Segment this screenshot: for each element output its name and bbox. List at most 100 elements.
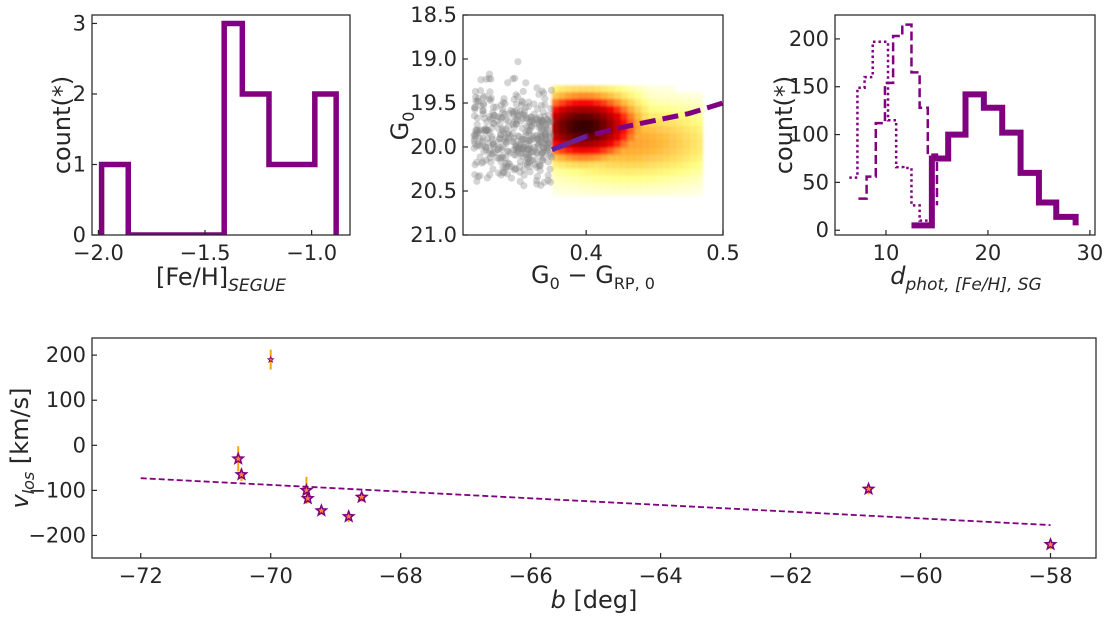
density-cell [558, 85, 567, 93]
cmd-scatter-point [547, 117, 555, 125]
density-cell [695, 140, 704, 148]
cmd-scatter-point [537, 126, 545, 134]
density-cell [579, 161, 587, 169]
density-cell [661, 99, 669, 107]
cmd-scatter-point [486, 129, 494, 137]
cmd-scatter-point [518, 145, 526, 153]
cmd-scatter-point [542, 121, 550, 129]
cmd-scatter-point [479, 107, 487, 115]
density-cell [675, 174, 683, 183]
cmd-scatter-point [501, 159, 510, 167]
density-cell [654, 154, 663, 162]
distance-histogram-ticks: 10 20 30 0 50 100 150 200 [789, 27, 1103, 265]
cmd-scatter-point [535, 121, 544, 129]
cmd-scatter-point [505, 110, 513, 118]
density-cell [558, 154, 567, 162]
cmd-scatter-point [486, 171, 494, 179]
velocity-frame [91, 337, 1097, 559]
density-cell [593, 167, 601, 176]
cmd-scatter-point [527, 116, 535, 124]
density-cell [661, 119, 669, 128]
cmd-scatter-point [533, 143, 542, 151]
cmd-scatter-point [541, 133, 549, 141]
density-cell [551, 112, 560, 121]
density-cell [681, 119, 690, 128]
cmd-scatter-point [512, 144, 520, 152]
cmd-scatter-point [514, 146, 523, 154]
density-cell [634, 106, 642, 114]
density-cell [627, 161, 635, 169]
cmd-scatter-point [545, 118, 553, 126]
cmd-scatter-point [534, 135, 542, 144]
cmd-scatter-point [504, 147, 512, 155]
cmd-scatter-point [534, 141, 543, 149]
density-cell [558, 119, 567, 128]
distance-hist-dashed [858, 23, 939, 206]
density-cell [572, 174, 580, 183]
density-cell [586, 112, 594, 121]
cmd-scatter-point [476, 142, 484, 150]
cmd-scatter-point [535, 162, 543, 171]
density-cell [647, 92, 656, 100]
cmd-scatter-point [538, 116, 546, 124]
cmd-scatter-point [494, 113, 502, 121]
density-cell [688, 140, 697, 148]
density-cell [640, 140, 649, 148]
cmd-scatter-point [535, 161, 544, 169]
cmd-scatter-point [534, 119, 542, 127]
cmd-scatter-point [539, 108, 547, 116]
density-cell [634, 126, 642, 135]
cmd-scatter-point [486, 88, 494, 96]
cmd-scatter-point [504, 79, 512, 87]
density-cell [593, 112, 601, 121]
cmd-scatter-point [471, 105, 479, 113]
density-cell [551, 133, 560, 141]
velocity-star-core [235, 455, 242, 462]
density-cell [627, 174, 635, 183]
density-cell [654, 112, 663, 121]
density-cell [675, 147, 683, 155]
velocity-ticks: −72 −70 −68 −66 −64 −62 −60 −58 −200 −100 0 100 200 [28, 343, 1072, 588]
cmd-scatter-point [517, 150, 525, 158]
cmd-scatter-point [539, 148, 547, 157]
density-cell [647, 112, 656, 121]
density-cell [586, 167, 594, 176]
cmd-scatter-point [499, 127, 507, 135]
cmd-scatter-point [483, 135, 492, 143]
density-cell [640, 112, 649, 121]
cmd-scatter-point [512, 100, 521, 108]
density-cell [654, 174, 663, 183]
cmd-scatter-point [488, 133, 496, 141]
cmd-scatter-point [522, 114, 531, 122]
cmd-scatter-point [499, 153, 507, 161]
density-cell [634, 147, 642, 155]
density-cell [634, 99, 642, 107]
cmd-scatter-point [533, 84, 541, 92]
cmd-scatter-point [518, 97, 526, 105]
cmd-scatter-point [516, 177, 524, 186]
density-cell [558, 167, 567, 176]
density-cell [599, 119, 608, 128]
density-cell [620, 85, 628, 93]
isochrone-overlap [551, 134, 588, 152]
density-cell [572, 147, 580, 155]
cmd-scatter-point [537, 119, 545, 127]
cmd-scatter-point [519, 152, 527, 161]
density-cell [647, 99, 656, 107]
cmd-scatter-point [494, 145, 502, 154]
cmd-scatter-point [516, 163, 524, 171]
cmd-scatter-point [495, 154, 503, 162]
density-cell [586, 126, 594, 135]
cmd-scatter-point [489, 103, 498, 111]
cmd-scatter-point [483, 126, 491, 134]
density-cell [661, 154, 669, 162]
cmd-scatter-point [485, 112, 494, 121]
cmd-scatter-point [533, 149, 541, 157]
cmd-frame [462, 14, 724, 236]
density-cell [551, 85, 560, 93]
density-cell [627, 154, 635, 162]
density-cell [681, 174, 690, 183]
density-cell [620, 106, 628, 114]
cmd-scatter-point [539, 143, 547, 151]
cmd-scatter-point [511, 108, 519, 116]
